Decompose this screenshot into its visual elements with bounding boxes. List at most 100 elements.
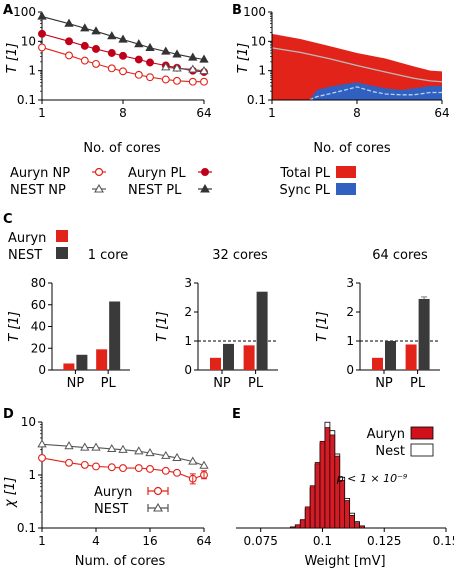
- series-1-point: [64, 441, 74, 450]
- panel-d-legend: Auryn NEST: [94, 485, 169, 517]
- series-1-point: [80, 41, 89, 50]
- panel-c-title-1: 32 cores: [212, 248, 268, 263]
- series-1-point: [91, 442, 101, 451]
- hist-auryn-bar: [299, 519, 306, 529]
- legend-sync-pl-label: Sync PL: [279, 183, 330, 198]
- panel-a-x-tick-label: 1: [38, 106, 46, 120]
- panel-d-x-tick-label: 64: [196, 534, 211, 548]
- series-0-point: [38, 43, 46, 52]
- series-2-point: [161, 62, 171, 71]
- panel-c-y-tick-label: 0: [38, 363, 46, 377]
- panel-a-y-tick-label: 10: [21, 34, 36, 48]
- series-3-point: [172, 49, 182, 58]
- band-0-mean: [271, 47, 443, 83]
- panel-label-d: D: [3, 407, 14, 422]
- legend-auryn-pl-marker: [201, 168, 209, 176]
- panel-e-x-tick-label: 0.1: [313, 534, 332, 548]
- hist-auryn-bar: [290, 526, 296, 529]
- series-0-point: [134, 70, 143, 79]
- bar-auryn-pl: [96, 349, 108, 370]
- panel-c-y-tick-label: 2: [346, 305, 354, 319]
- panel-e-x-tick-label: 0.15: [433, 534, 454, 548]
- panel-e-legend: Auryn Nest p < 1 × 10⁻⁹: [336, 426, 434, 485]
- series-1-point: [146, 58, 154, 67]
- panel-e-x-tick-label: 0.075: [244, 534, 278, 548]
- series-1-point: [107, 49, 116, 57]
- series-1-point: [37, 439, 47, 448]
- legend-d-nest-marker: [153, 502, 163, 512]
- panel-a-xlabel: No. of cores: [83, 141, 161, 156]
- series-0-point: [65, 458, 73, 467]
- legend-auryn-np-label: Auryn NP: [10, 166, 70, 181]
- panel-b-x-tick-label: 8: [353, 106, 361, 120]
- series-2-point: [172, 63, 182, 72]
- hist-auryn-bar: [324, 427, 331, 529]
- panel-c-y-tick-label: 1: [184, 334, 192, 348]
- legend-auryn-pl-label: Auryn PL: [128, 166, 186, 181]
- legend-total-pl-swatch: [336, 166, 356, 178]
- panel-b-legend: Total PL Sync PL: [279, 166, 356, 198]
- series-3-point: [118, 34, 128, 43]
- legend-d-nest-label: NEST: [94, 502, 128, 517]
- series-3-point: [134, 39, 144, 48]
- series-0-point: [65, 51, 73, 60]
- series-1-point: [145, 448, 155, 457]
- panel-c-y-tick-label: 0: [346, 363, 354, 377]
- series-0-point: [107, 463, 116, 472]
- legend-d-auryn-marker: [153, 486, 163, 496]
- hist-auryn-bar: [339, 480, 346, 529]
- panel-e-x-tick-label: 0.125: [367, 534, 401, 548]
- legend-e-nest-swatch: [410, 443, 434, 457]
- series-1-point: [172, 452, 182, 462]
- bar-nest-np: [76, 354, 88, 370]
- panel-a-x-tick-label: 64: [196, 106, 211, 120]
- panel-c-y-tick-label: 2: [184, 305, 192, 319]
- legend-sync-pl-swatch: [336, 183, 356, 195]
- band-1-mean: [309, 86, 442, 101]
- panel-c-legend: Auryn NEST: [8, 230, 68, 263]
- panel-b-y-tick-label: 10: [251, 34, 266, 48]
- series-0-point: [200, 77, 208, 86]
- hist-auryn-bar: [314, 462, 321, 529]
- series-1-point: [199, 460, 209, 469]
- panel-label-c: C: [3, 212, 13, 227]
- panel-c-y-tick-label: 60: [31, 298, 46, 312]
- panel-c-y-tick-label: 80: [31, 276, 46, 290]
- panel-c-ylabel-0: T [1]: [7, 311, 22, 342]
- panel-a-y-tick-label: 1: [28, 64, 36, 78]
- panel-e-plot: 0.075 0.1 0.125 0.15: [236, 421, 454, 548]
- panel-d-x-tick-label: 4: [92, 534, 100, 548]
- series-3-point: [145, 42, 155, 51]
- panel-c-category-label: NP: [213, 376, 231, 391]
- series-3-point: [188, 52, 198, 61]
- bar-nest-pl: [109, 301, 121, 370]
- panel-c-category-label: NP: [67, 376, 85, 391]
- hist-auryn-bar: [304, 506, 311, 529]
- series-0-point: [80, 460, 89, 469]
- bar-auryn-np: [63, 363, 75, 370]
- series-0-point: [107, 64, 116, 73]
- legend-total-pl-label: Total PL: [279, 166, 330, 181]
- legend-e-auryn-label: Auryn: [367, 427, 405, 442]
- series-1-point: [134, 446, 144, 455]
- bar-auryn-np: [210, 357, 221, 370]
- panel-d-x-tick-label: 1: [38, 534, 46, 548]
- bar-nest-pl: [418, 298, 430, 370]
- series-1-point: [107, 443, 117, 453]
- panel-b-ylabel: T [1]: [236, 43, 251, 74]
- legend-c-auryn-label: Auryn: [8, 231, 46, 246]
- series-1-point: [188, 456, 198, 465]
- series-0-point: [92, 59, 100, 68]
- panel-c-category-label: NP: [375, 376, 393, 391]
- legend-nest-np-label: NEST NP: [10, 183, 66, 198]
- panel-a-y-tick-label: 100: [13, 5, 36, 19]
- series-3-point: [91, 26, 101, 35]
- legend-nest-np-marker: [94, 183, 104, 193]
- hist-auryn-bar: [309, 485, 316, 529]
- panel-d-x-tick-label: 16: [142, 534, 157, 548]
- panel-a-y-tick-label: 0.1: [17, 93, 36, 107]
- series-0-point: [146, 465, 154, 473]
- series-0-point: [119, 464, 127, 473]
